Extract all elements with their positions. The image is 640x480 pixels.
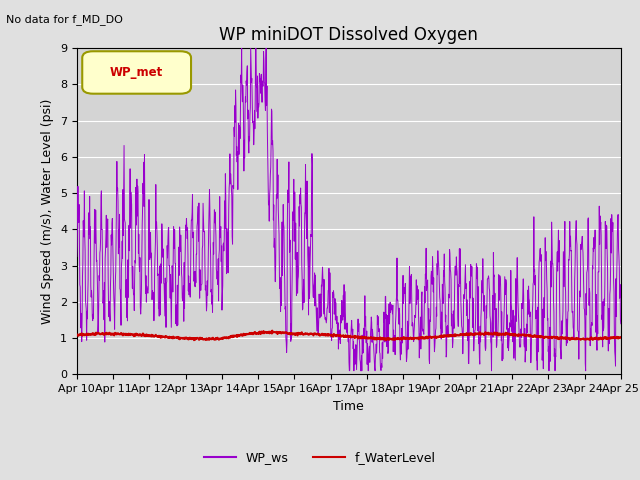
Text: WP_met: WP_met bbox=[110, 66, 163, 79]
Text: No data for f_MD_DO: No data for f_MD_DO bbox=[6, 14, 124, 25]
Legend: WP_ws, f_WaterLevel: WP_ws, f_WaterLevel bbox=[199, 446, 441, 469]
Title: WP miniDOT Dissolved Oxygen: WP miniDOT Dissolved Oxygen bbox=[220, 25, 478, 44]
FancyBboxPatch shape bbox=[82, 51, 191, 94]
X-axis label: Time: Time bbox=[333, 400, 364, 413]
Y-axis label: Wind Speed (m/s), Water Level (psi): Wind Speed (m/s), Water Level (psi) bbox=[42, 98, 54, 324]
